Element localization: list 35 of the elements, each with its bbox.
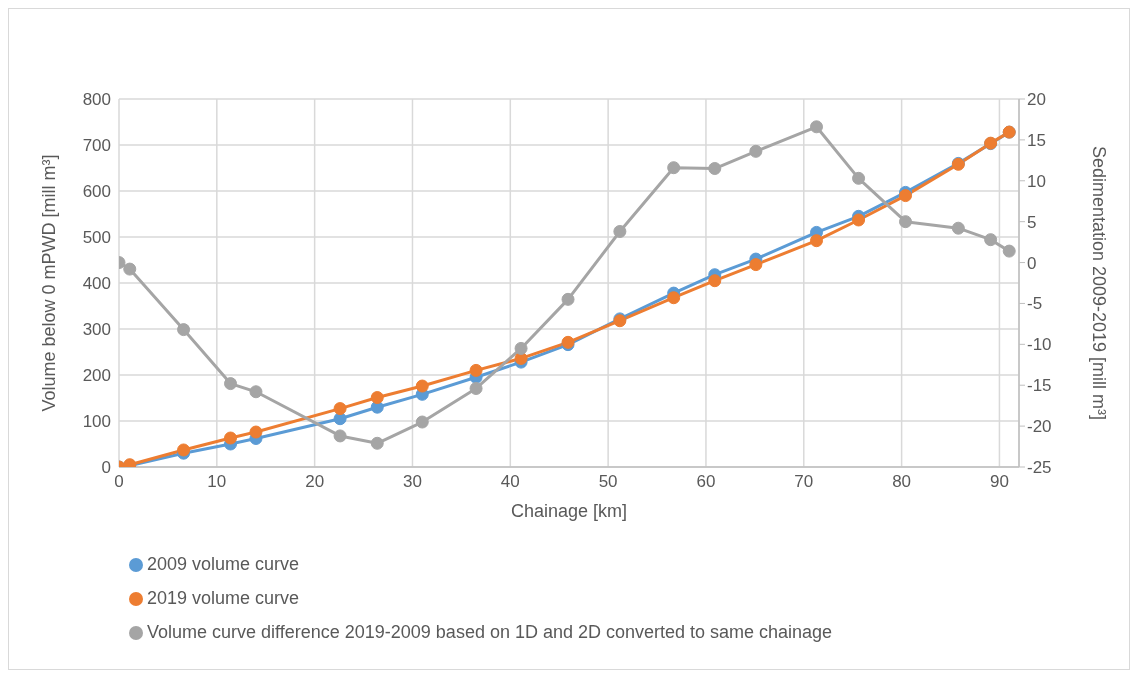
y2-tick-label: -5 — [1027, 294, 1043, 314]
y2-tick-label: 0 — [1027, 253, 1037, 273]
y2-tick-label: -15 — [1027, 376, 1052, 396]
x-tick-label: 0 — [114, 472, 124, 492]
y2-tick-label: 5 — [1027, 212, 1037, 232]
x-tick-label: 20 — [305, 472, 325, 492]
y-tick-label: 300 — [82, 320, 111, 340]
legend-label: Volume curve difference 2019-2009 based on 1D and 2D converted to same chainage — [147, 622, 833, 642]
y-tick-label: 700 — [82, 136, 111, 156]
y-tick-label: 500 — [82, 228, 111, 248]
y-tick-label: 400 — [82, 274, 111, 294]
x-axis-title: Chainage [km] — [510, 501, 628, 521]
y-tick-label: 200 — [82, 366, 111, 386]
x-tick-label: 50 — [598, 472, 618, 492]
y2-tick-label: -25 — [1027, 458, 1052, 478]
y-tick-label: 800 — [82, 90, 111, 110]
x-tick-label: 70 — [794, 472, 814, 492]
y-tick-label: 600 — [82, 182, 111, 202]
y2-tick-label: 20 — [1027, 90, 1046, 110]
x-tick-label: 90 — [989, 472, 1009, 492]
y2-axis-title: Sedimentation 2009-2019 [mill m³] — [1088, 145, 1109, 421]
y2-tick-label: 15 — [1027, 130, 1046, 150]
y2-tick-label: -20 — [1027, 417, 1052, 437]
y-axis-title: Volume below 0 mPWD [mill m³] — [39, 154, 60, 412]
x-tick-label: 40 — [500, 472, 520, 492]
legend-label: 2009 volume curve — [147, 554, 300, 574]
y-tick-label: 100 — [82, 412, 111, 432]
legend-label: 2019 volume curve — [147, 588, 300, 608]
x-tick-label: 60 — [696, 472, 716, 492]
y2-tick-label: 10 — [1027, 171, 1046, 191]
x-tick-label: 30 — [403, 472, 422, 492]
x-tick-label: 80 — [892, 472, 912, 492]
x-tick-label: 10 — [207, 472, 227, 492]
y-tick-label: 0 — [101, 458, 111, 478]
y2-tick-label: -10 — [1027, 335, 1052, 355]
